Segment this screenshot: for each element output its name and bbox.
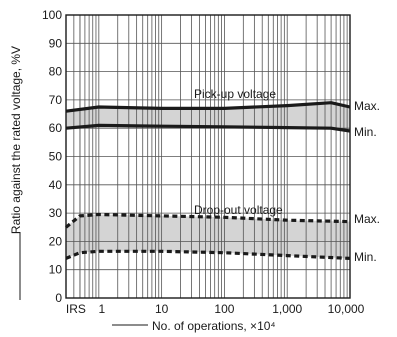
dropout-min-label: Min. — [354, 250, 377, 264]
y-tick-label-4: 40 — [49, 178, 63, 192]
dropout-max-label: Max. — [354, 212, 380, 226]
x-tick-label-0: IRS — [66, 302, 86, 316]
y-tick-label-3: 30 — [49, 206, 63, 220]
x-tick-label-2: 10 — [155, 302, 169, 316]
series-label-dropout: Drop-out voltage — [194, 203, 283, 217]
text-layer: 0 10 20 30 40 50 60 70 80 90 100 IRS 1 10 100 1,000 10,0… — [42, 8, 365, 316]
y-tick-label-10: 100 — [42, 8, 62, 22]
y-tick-label-2: 20 — [49, 234, 63, 248]
x-axis-title: No. of operations, ×10⁴ — [152, 319, 276, 333]
x-tick-label-3: 100 — [214, 302, 234, 316]
series-label-pickup: Pick-up voltage — [194, 87, 276, 101]
series-line-0-min — [65, 123, 351, 133]
y-tick-label-5: 50 — [49, 150, 63, 164]
y-axis-title: Ratio against the rated voltage, %V — [9, 46, 23, 234]
x-tick-label-5: 10,000 — [328, 302, 365, 316]
y-tick-label-1: 10 — [49, 263, 63, 277]
series-line-1-min — [65, 249, 351, 260]
lines-layer — [64, 101, 351, 260]
pickup-max-label: Max. — [354, 99, 380, 113]
x-tick-label-4: 1,000 — [272, 302, 302, 316]
y-tick-label-8: 80 — [49, 65, 63, 79]
series-line-0-max — [65, 101, 351, 113]
y-tick-label-7: 70 — [49, 93, 63, 107]
y-tick-label-9: 90 — [49, 36, 63, 50]
series-line-1-max — [64, 212, 351, 229]
y-tick-label-6: 60 — [49, 121, 63, 135]
y-tick-label-0: 0 — [55, 291, 62, 305]
x-tick-label-1: 1 — [98, 302, 105, 316]
axes-layer — [19, 14, 351, 326]
pickup-min-label: Min. — [354, 125, 377, 139]
plot-frame — [65, 14, 351, 299]
